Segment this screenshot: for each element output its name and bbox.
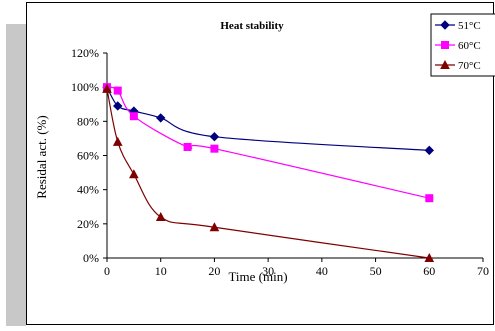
x-tick-label: 0: [104, 264, 110, 278]
legend-entry: 51°C: [435, 20, 481, 32]
data-point: [102, 83, 112, 93]
x-tick-label: 20: [208, 264, 220, 278]
chart-shadow: [6, 24, 26, 326]
series-layer: [102, 82, 435, 262]
y-tick-label: 100%: [71, 80, 99, 94]
chart-svg: Heat stability Residal act. (%) Time (mi…: [26, 2, 495, 325]
chart-area: Heat stability Residal act. (%) Time (mi…: [26, 2, 495, 326]
axes: 0% 20% 40% 60% 80% 100% 120% 0 10 20 30 40 50 60 70: [71, 46, 489, 278]
x-tick-label: 70: [477, 264, 489, 278]
data-point: [425, 194, 434, 203]
chart-title: Heat stability: [220, 20, 284, 32]
y-axis-label: Residal act. (%): [34, 115, 49, 198]
legend-marker: [441, 41, 449, 49]
legend-label: 60°C: [458, 40, 481, 52]
data-point: [210, 144, 219, 153]
y-tick-label: 80%: [77, 114, 99, 128]
y-tick-label: 60%: [77, 149, 99, 163]
data-point: [129, 169, 139, 179]
y-tick-label: 40%: [77, 183, 99, 197]
y-tick-label: 120%: [71, 46, 99, 60]
legend-label: 51°C: [458, 20, 481, 32]
data-point: [209, 132, 220, 142]
legend: 51°C 60°C 70°C: [430, 13, 495, 77]
legend-marker: [440, 20, 450, 30]
data-point: [113, 86, 122, 95]
data-point: [424, 145, 434, 156]
data-point: [156, 113, 166, 123]
data-point: [424, 252, 435, 262]
data-point: [113, 101, 123, 111]
data-point: [209, 222, 220, 232]
legend-entry: 60°C: [435, 40, 481, 52]
x-tick-label: 40: [316, 264, 328, 278]
x-tick-label: 30: [262, 264, 274, 278]
x-axis-label: Time (min): [228, 269, 287, 284]
legend-marker: [440, 59, 450, 69]
series-3: [102, 83, 435, 262]
y-tick-label: 0%: [83, 251, 99, 265]
legend-label: 70°C: [458, 60, 481, 72]
y-tick-label: 20%: [77, 217, 99, 231]
x-tick-label: 60: [423, 264, 435, 278]
x-tick-label: 50: [370, 264, 382, 278]
data-point: [112, 136, 123, 146]
legend-entry: 70°C: [435, 59, 481, 72]
data-point: [155, 211, 166, 221]
data-point: [129, 112, 138, 121]
x-tick-label: 10: [155, 264, 167, 278]
chart-background: [26, 2, 494, 325]
data-point: [183, 142, 192, 151]
